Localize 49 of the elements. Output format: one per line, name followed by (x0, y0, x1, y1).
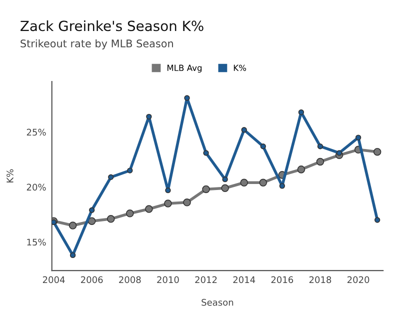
y-tick-label: 20% (26, 184, 46, 191)
point (68, 222, 77, 230)
x-tick-label: 2006 (81, 276, 103, 284)
point (241, 127, 247, 133)
point (106, 215, 115, 223)
y-tick-label: 25% (26, 128, 46, 136)
point (297, 166, 306, 174)
chart-title: Zack Greinke's Season K% (20, 20, 204, 32)
point (317, 144, 324, 150)
point (298, 109, 304, 116)
point (202, 185, 210, 194)
x-axis-title: Season (202, 298, 234, 306)
x-tick-label: 2004 (42, 276, 65, 284)
point (374, 217, 380, 223)
point (88, 207, 95, 213)
point (373, 148, 382, 156)
point (126, 210, 134, 218)
x-tick-label: 2010 (157, 276, 179, 284)
point (222, 176, 228, 182)
point (355, 134, 362, 140)
point (165, 187, 171, 194)
point (108, 174, 114, 180)
point (145, 205, 153, 213)
x-tick-label: 2014 (233, 276, 256, 284)
point (183, 198, 191, 206)
y-tick-label: 15% (27, 238, 46, 246)
point (336, 150, 342, 156)
x-tick-label: 2012 (195, 276, 217, 284)
point (146, 114, 152, 120)
x-tick-label: 2016 (271, 276, 294, 284)
y-axis-title: K% (6, 169, 14, 182)
point (240, 178, 248, 187)
point (221, 184, 229, 192)
point (184, 95, 190, 101)
point (164, 200, 172, 208)
point (260, 144, 266, 150)
x-tick-label: 2008 (119, 276, 141, 284)
point (259, 178, 268, 187)
x-tick-label: 2018 (309, 276, 332, 284)
point (88, 217, 96, 226)
legend-label: MLB Avg (167, 64, 202, 73)
point (279, 183, 286, 189)
point (127, 168, 133, 174)
point (316, 158, 324, 166)
chart-subtitle: Strikeout rate by MLB Season (20, 39, 173, 50)
x-tick-label: 2020 (347, 276, 370, 284)
legend-label: K% (234, 64, 246, 71)
point (203, 150, 209, 156)
point (70, 252, 76, 258)
